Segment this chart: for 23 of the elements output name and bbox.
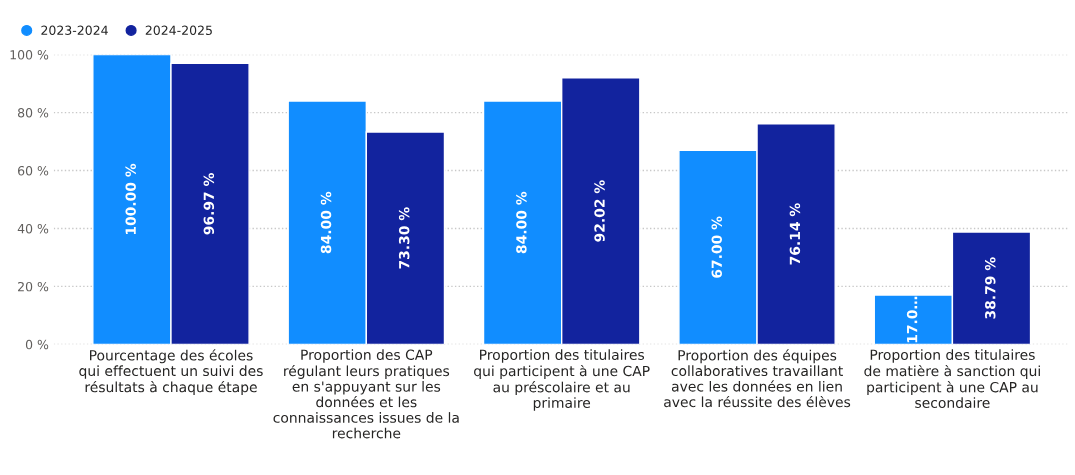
y-tick-label: 60 % bbox=[18, 166, 49, 176]
data-label: 76.14 % bbox=[789, 203, 801, 265]
data-label: 38.79 % bbox=[985, 257, 996, 319]
y-tick-label: 80 % bbox=[17, 108, 49, 118]
data-label: 96.97 % bbox=[203, 172, 215, 235]
y-tick-label: 100 % bbox=[10, 50, 49, 60]
data-label: 100.00 % bbox=[125, 163, 136, 235]
x-tick-label: Proportion des équipes collaboratives travaillant avec les données en lien avec la réussite des élèves bbox=[664, 349, 851, 408]
data-label: 73.30 % bbox=[398, 207, 410, 269]
x-tick-label: Pourcentage des écoles qui effectuent un suivi des résultats à chaque étape bbox=[79, 349, 263, 396]
legend-label: 2023-2024 bbox=[41, 25, 108, 35]
data-label: 84.00 % bbox=[516, 191, 527, 254]
x-tick-label: Proportion des titulaires qui participent à une CAP au préscolaire et au primaire bbox=[474, 349, 650, 411]
data-label: 17.0… bbox=[906, 296, 918, 343]
data-label: 67.00 % bbox=[711, 216, 723, 278]
data-label: 92.02 % bbox=[594, 180, 605, 242]
y-tick-label: 40 % bbox=[17, 223, 49, 234]
legend-label: 2024-2025 bbox=[145, 25, 212, 35]
y-tick-label: 20 % bbox=[18, 281, 49, 292]
y-tick-label: 0 % bbox=[25, 339, 49, 350]
x-tick-label: Proportion des CAP régulant leurs pratiques en s'appuyant sur les données et les connaissances issues de la recherche bbox=[273, 349, 459, 439]
x-tick-label: Proportion des titulaires de matière à sanction qui participent à une CAP au secondaire bbox=[864, 349, 1040, 408]
data-label: 84.00 % bbox=[320, 191, 332, 254]
